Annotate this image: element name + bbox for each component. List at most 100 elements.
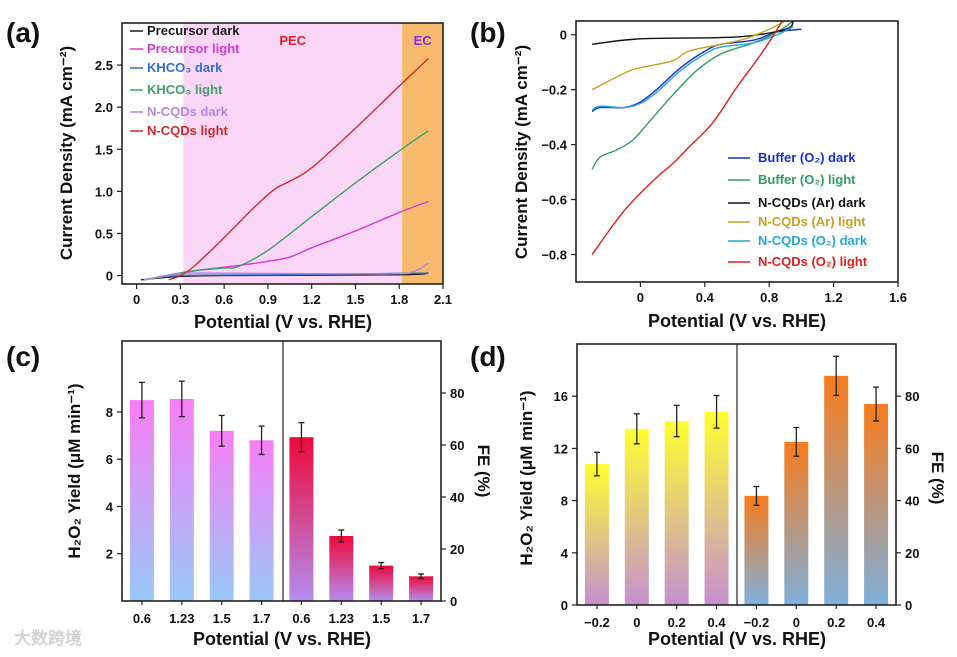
- bar-fe: [824, 375, 849, 605]
- x-tick-label: 0: [637, 290, 644, 305]
- x-axis-title: Potential (V vs. RHE): [648, 629, 826, 649]
- x-tick-label: 1.7: [253, 611, 271, 626]
- x-tick-label: 0.6: [215, 292, 233, 307]
- legend-entry: N-CQDs (O₂) light: [758, 254, 868, 269]
- y-right-axis-title: FE (%): [474, 445, 493, 498]
- x-tick-label: 0.2: [827, 615, 845, 630]
- x-tick-label: 0.6: [133, 611, 151, 626]
- legend-entry: Precursor light: [147, 41, 240, 56]
- bar-yield: [129, 400, 154, 601]
- y-tick-label: 8: [561, 494, 568, 509]
- x-tick-label: 2.1: [434, 292, 452, 307]
- panel-label: (b): [470, 17, 506, 48]
- y-right-tick-label: 80: [905, 389, 919, 404]
- bar-fe: [409, 576, 434, 601]
- x-tick-label: −0.2: [744, 615, 770, 630]
- bar-yield: [584, 464, 609, 605]
- legend-entry: KHCO₃ light: [147, 82, 223, 97]
- x-tick-label: 1.6: [889, 290, 907, 305]
- bar-fe: [744, 495, 769, 605]
- y-tick-label: 0: [561, 598, 568, 613]
- y-tick-label: 0: [560, 28, 567, 43]
- y-tick-label: 6: [106, 452, 113, 467]
- panel-d-bar-chart: −0.2 0 0.2 0.4 −0.2 0 0.2 0.4 0 4 8 12 16 0 20 40 60 80 FE…: [470, 341, 947, 649]
- series-line-4: [143, 262, 429, 281]
- panel-label: (c): [6, 341, 40, 372]
- panel-b-line-chart: Buffer (O₂) dark Buffer (O₂) light N-CQDs …: [470, 17, 907, 331]
- y-tick-label: 4: [106, 499, 114, 514]
- region-label-ec: EC: [414, 33, 433, 48]
- x-axis-title: Potential (V vs. RHE): [648, 311, 826, 331]
- legend-entry: N-CQDs (O₂) dark: [758, 233, 868, 248]
- x-tick-label: 0.9: [259, 292, 277, 307]
- bar-yield: [704, 411, 729, 605]
- y-tick-label: −0.4: [541, 138, 567, 153]
- y-axis-title: H₂O₂ Yield (μM min⁻¹): [517, 390, 536, 565]
- panel-a-line-chart: PEC EC Precursor dark Precursor light KHCO₃ …: [6, 17, 452, 332]
- x-axis-title: Potential (V vs. RHE): [194, 312, 372, 332]
- x-tick-label: 1.8: [390, 292, 408, 307]
- x-axis-title: Potential (V vs. RHE): [193, 629, 371, 649]
- bar-yield: [664, 420, 689, 605]
- bar-fe: [864, 404, 889, 605]
- x-tick-label: 1.5: [346, 292, 364, 307]
- y-right-tick-label: 0: [450, 594, 457, 609]
- bars: [584, 375, 889, 605]
- series-line-5: [591, 21, 783, 255]
- x-tick-label: 1.5: [213, 611, 231, 626]
- series-line-3: [591, 21, 786, 91]
- legend-entry: N-CQDs dark: [147, 104, 229, 119]
- x-tick-label: 1.7: [412, 611, 430, 626]
- legend-entry: N-CQDs (Ar) light: [758, 214, 866, 229]
- y-tick-label: 4: [561, 546, 569, 561]
- y-right-tick-label: 80: [450, 386, 464, 401]
- panel-1-plot-frame: [575, 20, 899, 283]
- series-line-5: [168, 57, 429, 281]
- x-tick-label: 0.4: [696, 290, 715, 305]
- region-label-pec: PEC: [279, 33, 306, 48]
- bar-fe: [329, 536, 354, 601]
- x-tick-label: 1.5: [372, 611, 390, 626]
- panel-label: (d): [470, 341, 506, 372]
- y-tick-label: 0.5: [95, 226, 113, 241]
- y-tick-label: 16: [554, 389, 568, 404]
- watermark-logo: 大数跨境: [14, 628, 82, 648]
- bar-fe: [369, 565, 394, 601]
- y-tick-label: −0.6: [541, 193, 567, 208]
- y-right-tick-label: 20: [450, 542, 464, 557]
- x-tick-label: 0: [793, 615, 800, 630]
- series-line-3: [143, 130, 429, 281]
- y-axis-title: Current Density (mA cm⁻²): [512, 45, 531, 259]
- x-tick-label: 0.2: [668, 615, 686, 630]
- y-tick-label: 2.5: [95, 58, 113, 73]
- legend-entry: Precursor dark: [147, 23, 240, 38]
- y-tick-label: 12: [554, 441, 568, 456]
- panel-0-plot-frame: [121, 22, 444, 285]
- series-line-4: [591, 25, 794, 111]
- y-right-tick-label: 60: [450, 438, 464, 453]
- bar-fe: [289, 437, 314, 601]
- y-right-axis-title: FE (%): [928, 452, 947, 505]
- y-tick-label: −0.2: [541, 83, 567, 98]
- x-tick-label: 0.6: [292, 611, 310, 626]
- region-ec: [402, 23, 443, 284]
- bar-yield: [249, 440, 274, 601]
- panel-2-plot-frame: [121, 340, 442, 602]
- x-tick-label: 1.23: [329, 611, 354, 626]
- x-tick-label: 1.2: [303, 292, 321, 307]
- x-tick-label: 1.2: [825, 290, 843, 305]
- x-tick-label: 0.3: [171, 292, 189, 307]
- y-tick-label: 0: [106, 269, 113, 284]
- y-tick-label: −0.8: [541, 248, 567, 263]
- y-tick-label: 2: [106, 547, 113, 562]
- x-tick-label: −0.2: [584, 615, 610, 630]
- x-tick-label: 0.8: [760, 290, 778, 305]
- legend-entry: Buffer (O₂) light: [758, 172, 856, 187]
- y-right-tick-label: 0: [905, 598, 912, 613]
- y-axis-title: Current Density (mA cm⁻²): [57, 46, 76, 260]
- legend-entry: N-CQDs (Ar) dark: [758, 195, 866, 210]
- legend-entry: N-CQDs light: [147, 123, 229, 138]
- y-right-tick-label: 40: [905, 494, 919, 509]
- x-tick-label: 0: [133, 292, 140, 307]
